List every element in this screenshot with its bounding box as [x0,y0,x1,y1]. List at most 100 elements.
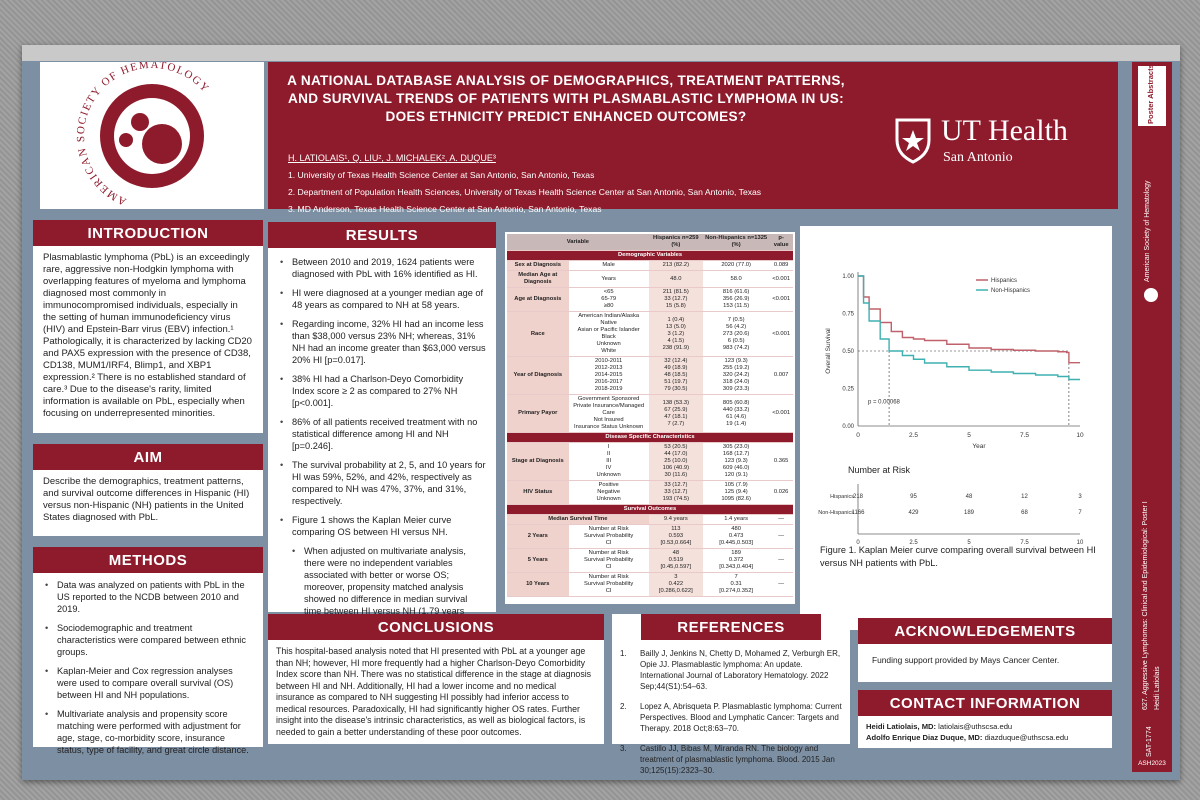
row-cat: <65 65-79 ≥80 [568,287,649,312]
table-header: Hispanics n=259 (%) [648,234,703,251]
contact-row: Adolfo Enrique Diaz Duque, MD: diazduque… [866,732,1104,743]
conclusions-heading: CONCLUSIONS [268,614,604,640]
row-p: 0.007 [769,356,793,395]
table-row: Stage at Diagnosis I II III IV Unknown 53 … [507,442,793,481]
table-row: Year of Diagnosis 2010-2011 2012-2013 201… [507,356,793,395]
row-cat: American Indian/Alaska Native Asian or P… [568,311,649,357]
row-hi: 138 (53.3) 67 (25.9) 47 (18.1) 7 (2.7) [648,394,703,433]
row-cat: Government Sponsored Private Insurance/M… [568,394,649,433]
contact-heading: CONTACT INFORMATION [858,690,1112,716]
ut-shield-icon [895,118,931,164]
km-figure-panel: 0 2.5 5 7.5 10 0.00 0.25 0.50 0.75 1.00 Year Overal… [800,226,1112,630]
sidebar-session: 627. Aggressive Lymphomas: Clinical and … [1142,501,1149,710]
table-section: Disease Specific Characteristics [507,432,793,443]
results-item: The survival probability at 2, 5, and 10… [280,459,486,507]
row-nh: 189 0.372 [0.343,0.404] [702,548,770,573]
row-p: — [769,548,793,573]
row-cat: Male [568,260,649,271]
reference-item: 1. Bailly J, Jenkins N, Chetty D, Mohamed… [620,649,841,691]
reference-text: Bailly J, Jenkins N, Chetty D, Mohamed Z… [640,649,841,691]
references-panel: REFERENCES 1. Bailly J, Jenkins N, Chetty… [612,614,850,775]
table-header: Non-Hispanics n=1325 (%) [702,234,770,251]
table-row: HIV Status Positive Negative Unknown 33 (1… [507,480,793,505]
risk-value: 48 [966,494,973,500]
row-p: — [769,514,793,525]
ash-logo-icon: AMERICAN SOCIETY OF HEMATOLOGY [75,59,210,208]
sidebar-code: SAT-1774 [1146,726,1153,757]
y-tick-label: 0.00 [842,424,854,430]
reference-item: 2. Lopez A, Abrisqueta P. Plasmablastic l… [620,702,842,733]
row-hi: 3 0.422 [0.286,0.622] [648,572,703,597]
results-item: HI were diagnosed at a younger median ag… [280,287,486,311]
row-cat: Number at Risk Survival Probability CI [568,524,649,549]
aim-text: Describe the demographics, treatment pat… [43,476,250,523]
methods-item: Data was analyzed on patients with PbL i… [45,579,253,615]
table-row: Age at Diagnosis <65 65-79 ≥80 211 (81.5) … [507,287,793,312]
risk-value: 189 [964,510,975,516]
results-panel: RESULTS Between 2010 and 2019, 1624 pati… [268,222,496,628]
contact-email[interactable]: diazduque@uthscsa.edu [984,733,1069,742]
km-series-non-hispanics [858,275,1080,381]
sidebar-brand: Poster Abstracts [1146,64,1155,124]
row-label: 5 Years [507,548,569,573]
ut-health-logo: UT Health San Antonio [893,112,1093,172]
row-hi: 213 (82.2) [648,260,703,271]
conclusions-panel: CONCLUSIONS This hospital-based analysis… [268,614,604,744]
row-cat: Positive Negative Unknown [568,480,649,505]
row-hi: 33 (12.7) 33 (12.7) 193 (74.5) [648,480,703,505]
results-item: Figure 1 shows the Kaplan Meier curve co… [280,514,486,538]
figure-caption: Figure 1. Kaplan Meier curve comparing o… [820,545,1096,568]
contact-rows: Heidi Latiolais, MD: latiolais@uthscsa.e… [858,716,1112,748]
results-item: 38% HI had a Charlson-Deyo Comorbidity I… [280,373,486,409]
row-p: <0.001 [769,270,793,288]
x-tick-label: 10 [1076,432,1084,439]
row-nh: 7 (0.5) 56 (4.2) 273 (20.6) 6 (0.5) 983 … [702,311,770,357]
affiliation-2: 2. Department of Population Health Scien… [288,187,762,197]
sidebar-logo-icon [1144,288,1158,302]
x-tick-label: 7.5 [1020,432,1029,439]
methods-list: Data was analyzed on patients with PbL i… [33,573,263,769]
row-label: Median Survival Time [507,514,649,525]
table-header: Variable [507,234,649,251]
y-tick-label: 0.50 [842,349,854,355]
methods-heading: METHODS [33,547,263,573]
aim-panel: AIM Describe the demographics, treatment… [33,444,263,536]
legend-label: Non-Hispanics [991,288,1030,294]
ut-health-name: UT Health [941,114,1068,147]
results-item: Regarding income, 32% HI had an income l… [280,318,486,366]
risk-table-title: Number at Risk [848,465,911,475]
sidebar-author: Heidi Latiolais [1154,666,1161,710]
author-block: H. LATIOLAIS¹, Q. LIU², J. MICHALEK², A.… [288,152,908,220]
y-axis-label: Overall Survival [825,328,832,374]
results-table-panel: Variable Hispanics n=259 (%) Non-Hispani… [505,232,795,604]
table-header: p-value [769,234,793,251]
row-label: 10 Years [507,572,569,597]
row-nh: 2020 (77.0) [702,260,770,271]
contact-name: Adolfo Enrique Diaz Duque, MD: [866,733,983,742]
title-banner: A NATIONAL DATABASE ANALYSIS OF DEMOGRAP… [268,62,1118,214]
km-series-hispanics [858,275,1080,364]
row-hi: 9.4 years [648,514,703,525]
affiliation-1: 1. University of Texas Health Science Ce… [288,170,595,180]
top-strip [22,45,1180,61]
results-heading: RESULTS [268,222,496,248]
contact-email[interactable]: latiolais@uthscsa.edu [938,722,1013,731]
methods-panel: METHODS Data was analyzed on patients wi… [33,547,263,755]
contact-row: Heidi Latiolais, MD: latiolais@uthscsa.e… [866,721,1104,732]
risk-value: 429 [908,510,919,516]
author-list: H. LATIOLAIS¹, Q. LIU², J. MICHALEK², A.… [288,153,496,163]
table-row: Median Survival Time 9.4 years 1.4 years — [507,514,793,525]
row-hi: 1 (0.4) 13 (5.0) 3 (1.2) 4 (1.5) 238 (91… [648,311,703,357]
x-tick-label: 5 [967,432,971,439]
society-logo-panel: AMERICAN SOCIETY OF HEMATOLOGY [40,59,264,209]
risk-value: 218 [853,494,864,500]
p-value-annotation: p = 0.00068 [868,400,901,406]
session-sidebar: Poster Abstracts American Society of Hem… [1132,62,1172,772]
results-table: Variable Hispanics n=259 (%) Non-Hispani… [507,234,793,597]
row-nh: 816 (61.6) 356 (26.9) 153 (11.5) [702,287,770,312]
aim-heading: AIM [33,444,263,470]
risk-value: 95 [910,494,917,500]
table-row: 2 Years Number at Risk Survival Probabili… [507,524,793,549]
row-cat: I II III IV Unknown [568,442,649,481]
methods-item: Sociodemographic and treatment character… [45,622,253,658]
